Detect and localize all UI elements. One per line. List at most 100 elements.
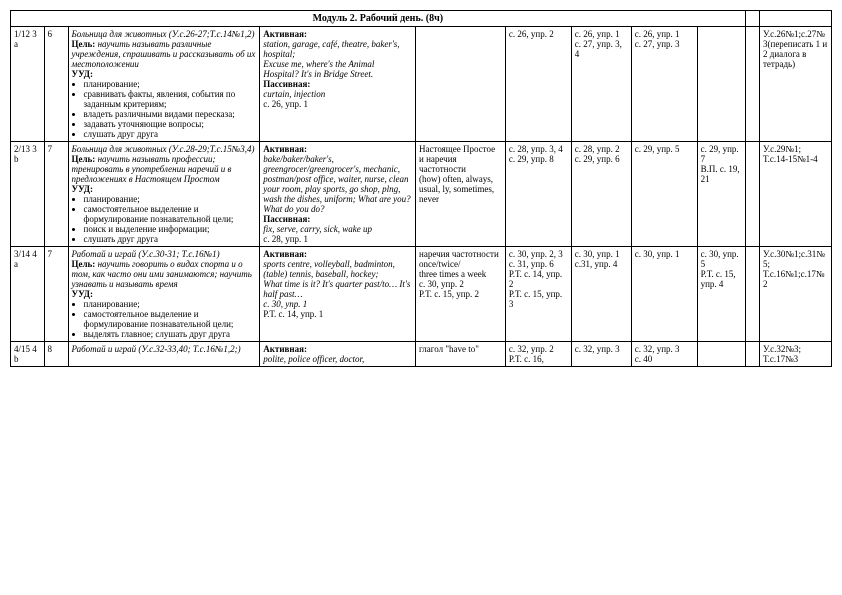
- uud-item: задавать уточняющие вопросы;: [84, 119, 257, 129]
- uud-item: планирование;: [84, 194, 257, 204]
- uud-label: УУД:: [72, 184, 94, 194]
- topic-cell: Больница для животных (У.с.28-29;Т.с.15№…: [68, 142, 260, 247]
- uud-item: самостоятельное выделение и формулирован…: [84, 309, 257, 329]
- passive-ref: с. 28, упр. 1: [263, 234, 308, 244]
- reading-cell: с. 26, упр. 2: [505, 27, 571, 142]
- uud-item: планирование;: [84, 79, 257, 89]
- lesson-id: 4/15 4 b: [11, 342, 45, 367]
- reading-cell: с. 28, упр. 3, 4с. 29, упр. 8: [505, 142, 571, 247]
- speaking-cell: с. 30, упр. 1: [631, 247, 697, 342]
- goal-text: научить говорить о видах спорта и о том,…: [72, 259, 252, 289]
- lesson-id: 3/14 4 a: [11, 247, 45, 342]
- spacer-cell: [745, 142, 759, 247]
- vocab-cell: Активная:polite, police officer, doctor,: [260, 342, 416, 367]
- homework-cell: У.с.30№1;с.31№5; Т.с.16№1;с.17№2: [760, 247, 832, 342]
- active-label: Активная:: [263, 249, 307, 259]
- grammar-cell: Настоящее Простое и наречия частотности(…: [416, 142, 506, 247]
- reading-cell: с. 30, упр. 2, 3с. 31, упр. 6Р.Т. с. 14,…: [505, 247, 571, 342]
- homework-cell: У.с.26№1;с.27№3(переписать 1 и 2 диалога…: [760, 27, 832, 142]
- uud-item: сравнивать факты, явления, события по за…: [84, 89, 257, 109]
- topic-title: Работай и играй (У.с.32-33,40; Т.с.16№1,…: [72, 344, 241, 354]
- lesson-num: 8: [44, 342, 68, 367]
- table-row: 3/14 4 a7Работай и играй (У.с.30-31; Т.с…: [11, 247, 832, 342]
- grammar-cell: глагол "have to": [416, 342, 506, 367]
- lesson-num: 6: [44, 27, 68, 142]
- uud-item: самостоятельное выделение и формулирован…: [84, 204, 257, 224]
- uud-list: планирование;самостоятельное выделение и…: [72, 299, 257, 339]
- table-row: 2/13 3 b7 Больница для животных (У.с.28-2…: [11, 142, 832, 247]
- listening-cell: с. 28, упр. 2с. 29, упр. 6: [571, 142, 631, 247]
- active-label: Активная:: [263, 344, 307, 354]
- active-label: Активная:: [263, 144, 307, 154]
- topic-title: Работай и играй (У.с.30-31; Т.с.16№1): [72, 249, 220, 259]
- spacer-cell: [745, 27, 759, 142]
- uud-item: слушать друг друга: [84, 129, 257, 139]
- passive-words: с. 30, упр. 1: [263, 299, 307, 309]
- passive-label: Пассивная:: [263, 214, 310, 224]
- writing-cell: [697, 342, 745, 367]
- speaking-cell: с. 32, упр. 3с. 40: [631, 342, 697, 367]
- topic-cell: Работай и играй (У.с.30-31; Т.с.16№1)Цел…: [68, 247, 260, 342]
- passive-words: curtain, injection: [263, 89, 325, 99]
- lesson-id: 1/12 3 a: [11, 27, 45, 142]
- listening-cell: с. 32, упр. 3: [571, 342, 631, 367]
- active-words: sports centre, volleyball, badminton, (t…: [263, 259, 395, 279]
- writing-cell: с. 30, упр. 5Р.Т. с. 15, упр. 4: [697, 247, 745, 342]
- lesson-id: 2/13 3 b: [11, 142, 45, 247]
- speaking-cell: с. 26, упр. 1с. 27, упр. 3: [631, 27, 697, 142]
- passive-words: fix, serve, carry, sick, wake up: [263, 224, 372, 234]
- passive-ref: Р.Т. с. 14, упр. 1: [263, 309, 323, 319]
- spacer-cell: [745, 342, 759, 367]
- speaking-cell: с. 29, упр. 5: [631, 142, 697, 247]
- active-example: Excuse me, where's the Animal Hospital? …: [263, 59, 374, 79]
- uud-item: владеть различными видами пересказа;: [84, 109, 257, 119]
- topic-cell: Больница для животных (У.с.26-27;Т.с.14№…: [68, 27, 260, 142]
- passive-ref: с. 26, упр. 1: [263, 99, 308, 109]
- uud-list: планирование;самостоятельное выделение и…: [72, 194, 257, 244]
- module-title: Модуль 2. Рабочий день. (8ч): [11, 11, 746, 27]
- lesson-num: 7: [44, 142, 68, 247]
- table-row: 4/15 4 b8 Работай и играй (У.с.32-33,40; …: [11, 342, 832, 367]
- uud-item: поиск и выделение информации;: [84, 224, 257, 234]
- topic-title: Больница для животных (У.с.26-27;Т.с.14№…: [72, 29, 255, 39]
- topic-cell: Работай и играй (У.с.32-33,40; Т.с.16№1,…: [68, 342, 260, 367]
- goal-label: Цель:: [72, 154, 96, 164]
- header-spacer-2: [760, 11, 832, 27]
- uud-list: планирование;сравнивать факты, явления, …: [72, 79, 257, 139]
- passive-label: Пассивная:: [263, 79, 310, 89]
- uud-item: слушать друг друга: [84, 234, 257, 244]
- writing-cell: [697, 27, 745, 142]
- uud-label: УУД:: [72, 69, 94, 79]
- header-spacer-1: [745, 11, 759, 27]
- active-words: polite, police officer, doctor,: [263, 354, 364, 364]
- vocab-cell: Активная:station, garage, café, theatre,…: [260, 27, 416, 142]
- uud-label: УУД:: [72, 289, 94, 299]
- topic-title: Больница для животных (У.с.28-29;Т.с.15№…: [72, 144, 255, 154]
- uud-item: планирование;: [84, 299, 257, 309]
- lesson-num: 7: [44, 247, 68, 342]
- reading-cell: с. 32, упр. 2Р.Т. с. 16,: [505, 342, 571, 367]
- goal-label: Цель:: [72, 259, 96, 269]
- vocab-cell: Активная:bake/baker/baker's, greengrocer…: [260, 142, 416, 247]
- listening-cell: с. 26, упр. 1с. 27, упр. 3, 4: [571, 27, 631, 142]
- goal-text: научить называть профессии; тренировать …: [72, 154, 232, 184]
- writing-cell: с. 29, упр. 7В.П. с. 19, 21: [697, 142, 745, 247]
- goal-label: Цель:: [72, 39, 96, 49]
- goal-text: научить называть различные учреждения, с…: [72, 39, 256, 69]
- active-words: bake/baker/baker's, greengrocer/greengro…: [263, 154, 410, 204]
- spacer-cell: [745, 247, 759, 342]
- grammar-cell: [416, 27, 506, 142]
- table-row: 1/12 3 a6 Больница для животных (У.с.26-2…: [11, 27, 832, 142]
- uud-item: выделять главное; слушать друг друга: [84, 329, 257, 339]
- grammar-cell: наречия частотностиonce/twice/three time…: [416, 247, 506, 342]
- active-example: What time is it? It's quarter past/to… I…: [263, 279, 410, 299]
- listening-cell: с. 30, упр. 1с.31, упр. 4: [571, 247, 631, 342]
- module-header-row: Модуль 2. Рабочий день. (8ч): [11, 11, 832, 27]
- homework-cell: У.с.32№3; Т.с.17№3: [760, 342, 832, 367]
- active-label: Активная:: [263, 29, 307, 39]
- curriculum-table: Модуль 2. Рабочий день. (8ч) 1/12 3 a6 Бо…: [10, 10, 832, 367]
- vocab-cell: Активная:sports centre, volleyball, badm…: [260, 247, 416, 342]
- active-example: What do you do?: [263, 204, 324, 214]
- homework-cell: У.с.29№1; Т.с.14-15№1-4: [760, 142, 832, 247]
- active-words: station, garage, café, theatre, baker's,…: [263, 39, 399, 59]
